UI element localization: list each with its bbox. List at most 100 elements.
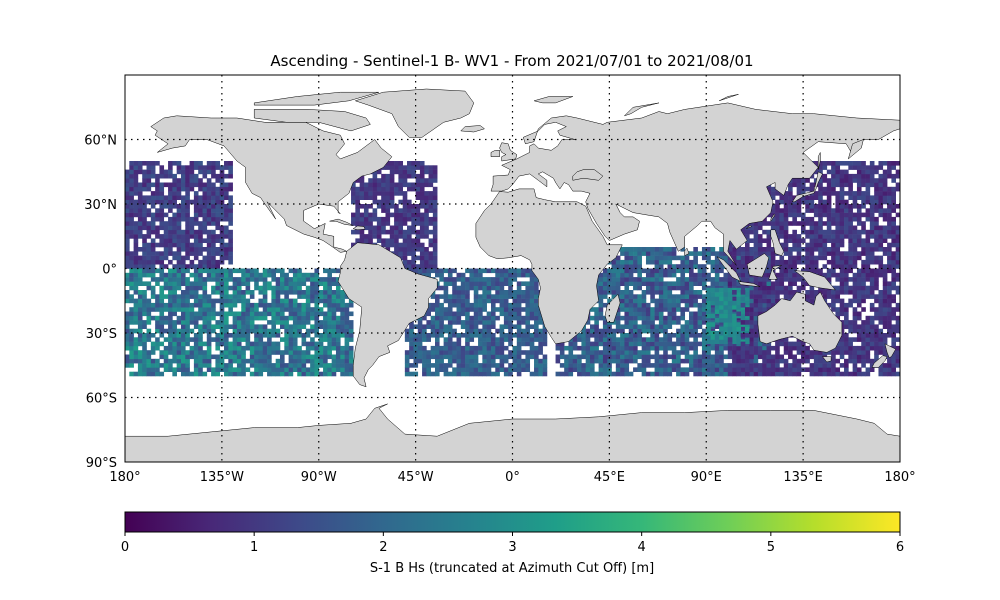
hs-cell [133,307,139,312]
hs-cell [667,311,673,317]
hs-cell [835,238,841,243]
hs-cell [766,229,772,235]
hs-cell [465,363,470,368]
hs-cell [150,195,156,200]
hs-cell [146,182,152,188]
hs-cell [822,255,828,261]
hs-cell [389,234,395,239]
hs-cell [568,363,574,368]
hs-cell [198,238,203,243]
hs-cell [723,335,729,340]
hs-cell [637,363,642,368]
hs-cell [284,315,289,321]
hs-cell [198,363,203,368]
hs-cell [202,294,208,299]
hs-cell [839,345,845,351]
hs-cell [372,173,378,179]
hs-cell [185,242,190,248]
hs-cell [155,307,160,312]
hs-cell [155,328,160,334]
hs-cell [129,255,134,261]
hs-cell [602,294,608,299]
hs-cell [525,363,531,368]
hs-cell [206,251,212,256]
hs-cell [292,268,298,274]
hs-cell [693,247,698,252]
hs-cell [637,328,642,334]
hs-cell [129,307,134,312]
hs-cell [398,225,404,231]
hs-cell [710,251,716,256]
hs-cell [198,229,203,235]
hs-cell [628,264,634,269]
hs-cell [323,363,328,368]
hs-cell [125,272,130,278]
hs-cell [193,165,199,170]
hs-cell [224,247,229,252]
hs-cell [512,363,518,368]
hs-cell [172,320,177,325]
hs-cell [620,358,625,364]
hs-cell [125,212,130,218]
hs-cell [180,165,186,170]
hs-cell [740,255,746,261]
hs-cell [411,216,416,222]
hs-cell [368,238,373,243]
hs-cell [706,345,711,351]
hs-cell [180,268,186,274]
hs-cell [211,259,216,265]
hs-cell [211,307,216,312]
hs-cell [727,305,733,310]
hs-cell [245,272,251,278]
hs-cell [125,182,130,188]
hs-cell [314,367,320,372]
hs-cell [385,229,391,235]
hs-cell [193,311,199,317]
hs-cell [667,268,673,274]
hs-cell [727,317,733,323]
hs-cell [402,199,408,205]
hs-cell [473,307,479,312]
hs-cell [202,281,208,286]
hs-cell [701,371,707,377]
hs-cell [723,287,729,293]
hs-cell [516,268,522,274]
hs-cell [215,234,221,239]
hs-cell [389,186,395,192]
hs-cell [267,358,272,364]
hs-cell [818,350,823,355]
hs-cell [159,294,165,299]
hs-cell [305,333,311,338]
hs-cell [254,285,259,291]
hs-cell [689,328,694,334]
hs-cell [245,320,251,325]
hs-cell [176,367,182,372]
hs-cell [736,255,741,261]
hs-cell [628,290,634,295]
hs-cell [314,333,320,338]
hs-cell [284,350,289,355]
hs-cell [176,345,182,351]
hs-cell [172,242,177,248]
hs-cell [676,320,681,325]
hs-cell [125,345,130,351]
hs-cell [351,242,356,248]
hs-cell [710,313,716,319]
hs-cell [770,186,776,192]
hs-cell [723,371,729,377]
hs-cell [650,281,655,286]
hs-cell [206,178,212,183]
hs-cell [766,259,772,265]
hs-cell [176,315,182,321]
hs-cell [611,371,617,377]
hs-cell [482,298,487,304]
hs-cell [667,281,673,286]
hs-cell [185,178,190,183]
hs-cell [137,221,143,226]
hs-cell [262,350,268,355]
hs-cell [788,268,793,274]
hs-cell [180,199,186,205]
hs-cell [822,251,828,256]
hs-cell [219,191,225,196]
hs-cell [783,350,789,355]
